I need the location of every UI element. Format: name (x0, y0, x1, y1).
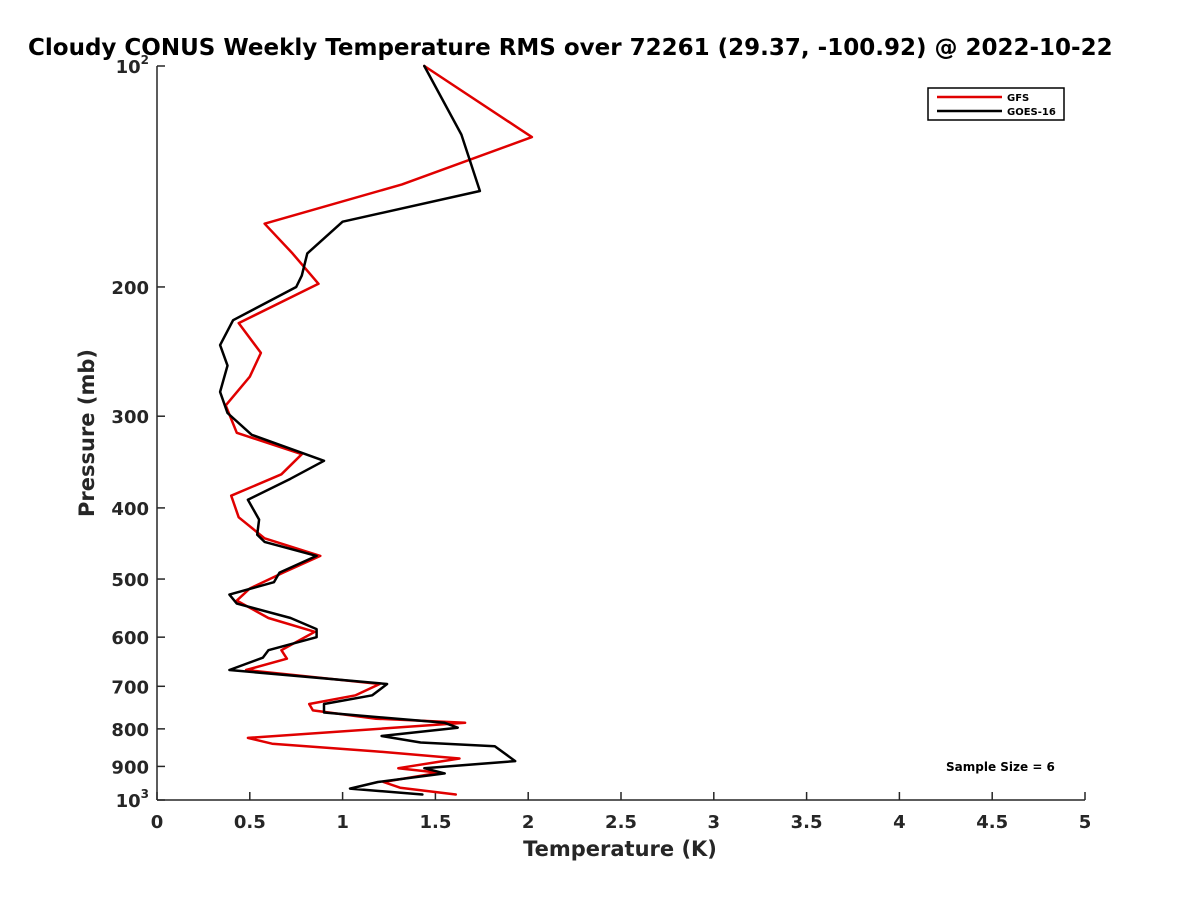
y-tick-label: 200 (111, 278, 149, 299)
legend-box (927, 87, 1065, 121)
x-tick-label: 0.5 (234, 812, 266, 833)
chart-title: Cloudy CONUS Weekly Temperature RMS over… (28, 35, 1113, 61)
x-tick-label: 4 (893, 812, 906, 833)
x-tick-label: 1.5 (419, 812, 451, 833)
legend-label-goes16: GOES-16 (1007, 107, 1056, 118)
legend: GFS GOES-16 (927, 87, 1065, 121)
y-axis-label: Pressure (mb) (75, 349, 99, 517)
legend-label-gfs: GFS (1007, 93, 1029, 104)
series-line-gfs (224, 64, 534, 796)
y-tick-label: 400 (111, 499, 149, 520)
x-axis-label: Temperature (K) (523, 837, 717, 861)
y-tick-label: 900 (111, 757, 149, 778)
sample-size-annotation: Sample Size = 6 (946, 760, 1055, 774)
plot-area: 0 0.5 1 1.5 2 2.5 3 3.5 4 4.5 5 102 200 300 400 500 600 7… (111, 53, 1091, 833)
x-tick-label: 3 (708, 812, 721, 833)
x-tick-label: 4.5 (976, 812, 1008, 833)
y-tick-label: 102 (116, 53, 149, 78)
x-tick-label: 2 (522, 812, 535, 833)
y-tick-label: 103 (116, 787, 149, 812)
y-tick-label: 500 (111, 570, 149, 591)
y-tick-label: 800 (111, 720, 149, 741)
x-tick-label: 3.5 (791, 812, 823, 833)
x-tick-label: 0 (151, 812, 164, 833)
x-tick-label: 1 (336, 812, 349, 833)
y-tick-label: 600 (111, 628, 149, 649)
x-tick-label: 2.5 (605, 812, 637, 833)
y-tick-label: 300 (111, 407, 149, 428)
x-tick-label: 5 (1079, 812, 1092, 833)
series-line-goes16 (218, 64, 517, 796)
y-tick-label: 700 (111, 677, 149, 698)
